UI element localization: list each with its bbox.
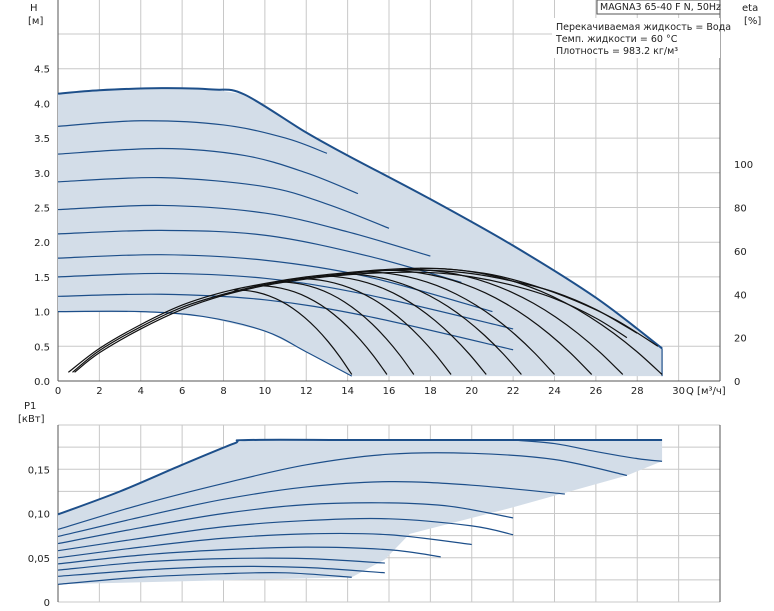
efficiency-drop-0 <box>233 289 353 375</box>
x-tick-label: 20 <box>465 386 478 397</box>
y2-axis-unit: [%] <box>744 16 761 27</box>
x-tick-label: 28 <box>631 386 644 397</box>
power-curve-9 <box>57 565 385 577</box>
head-curve-9 <box>57 310 353 377</box>
x-tick-label: 2 <box>96 386 102 397</box>
y2-tick-label: 40 <box>734 290 747 301</box>
power-curve-3 <box>57 481 565 538</box>
head-curve-0 <box>57 87 663 350</box>
head-curve-2 <box>57 147 359 195</box>
x-axis-label: Q [м³/ч] <box>686 386 726 397</box>
power-curve-2 <box>57 452 628 531</box>
efficiency-drop-9 <box>420 267 663 375</box>
y-tick-label: 0.0 <box>34 377 50 388</box>
x-tick-label: 18 <box>424 386 437 397</box>
y-tick-label: 3.0 <box>34 169 50 180</box>
head-curve-4 <box>57 204 431 257</box>
efficiency-drop-7 <box>378 269 593 375</box>
power-curve-4 <box>57 502 514 545</box>
info-box <box>552 18 720 58</box>
y2-tick-label: 20 <box>734 334 747 345</box>
p1-tick-label: 0,10 <box>28 510 50 521</box>
efficiency-curve-2 <box>74 271 628 373</box>
model-label-box <box>596 0 721 15</box>
y-tick-label: 0.5 <box>34 342 50 353</box>
head-curve-7 <box>57 272 514 330</box>
head-curve-5 <box>57 229 462 284</box>
x-tick-label: 4 <box>138 386 144 397</box>
y2-tick-label: 60 <box>734 247 747 258</box>
y2-tick-label: 100 <box>734 160 753 171</box>
power-curve-6 <box>57 532 472 559</box>
efficiency-drop-5 <box>337 273 522 375</box>
efficiency-drop-2 <box>275 281 415 375</box>
y2-tick-label: 80 <box>734 204 747 215</box>
power-curve-0 <box>57 438 663 516</box>
p1-axis-unit: [кВт] <box>18 414 45 425</box>
y-axis-label: H <box>30 3 38 14</box>
y-axis-unit: [м] <box>28 16 43 27</box>
x-tick-label: 24 <box>548 386 561 397</box>
y-tick-label: 4.5 <box>34 65 50 76</box>
model-label: MAGNA3 65-40 F N, 50Hz <box>600 2 721 13</box>
p1-tick-label: 0,05 <box>28 554 50 565</box>
info-line: Плотность = 983.2 кг/м³ <box>556 46 678 57</box>
head-curve-1 <box>57 120 328 154</box>
efficiency-drop-1 <box>254 284 388 375</box>
x-tick-label: 30 <box>672 386 685 397</box>
power-curve-5 <box>57 517 514 552</box>
y-tick-label: 4.0 <box>34 99 50 110</box>
p1-tick-label: 0,15 <box>28 465 50 476</box>
info-line: Темп. жидкости = 60 °C <box>555 34 678 45</box>
x-tick-label: 26 <box>590 386 603 397</box>
efficiency-drop-6 <box>357 271 555 375</box>
x-tick-label: 16 <box>383 386 396 397</box>
head-curve-3 <box>57 176 390 229</box>
x-tick-label: 6 <box>179 386 185 397</box>
x-tick-label: 0 <box>55 386 61 397</box>
power-curve-10 <box>57 571 352 585</box>
info-line: Перекачиваемая жидкость = Вода <box>556 22 731 33</box>
p1-tick-label: 0 <box>44 598 50 609</box>
p1-axis-label: P1 <box>24 401 36 412</box>
x-tick-label: 8 <box>220 386 226 397</box>
y-tick-label: 2.0 <box>34 238 50 249</box>
y2-axis-label: eta <box>742 3 758 14</box>
x-tick-label: 12 <box>300 386 313 397</box>
y-tick-label: 1.0 <box>34 308 50 319</box>
y-tick-label: 3.5 <box>34 134 50 145</box>
y-tick-label: 1.5 <box>34 273 50 284</box>
efficiency-drop-8 <box>399 268 624 375</box>
y-tick-label: 2.5 <box>34 204 50 215</box>
head-envelope <box>58 88 663 377</box>
head-curve-8 <box>57 293 514 351</box>
efficiency-drop-4 <box>316 275 487 375</box>
y2-tick-label: 0 <box>734 377 740 388</box>
x-tick-label: 22 <box>507 386 520 397</box>
x-tick-label: 14 <box>341 386 354 397</box>
power-curve-7 <box>57 546 441 565</box>
power-curve-1 <box>513 439 663 462</box>
efficiency-drop-3 <box>295 277 452 375</box>
power-curve-8 <box>57 557 385 571</box>
power-envelope <box>58 440 663 585</box>
x-tick-label: 10 <box>259 386 272 397</box>
